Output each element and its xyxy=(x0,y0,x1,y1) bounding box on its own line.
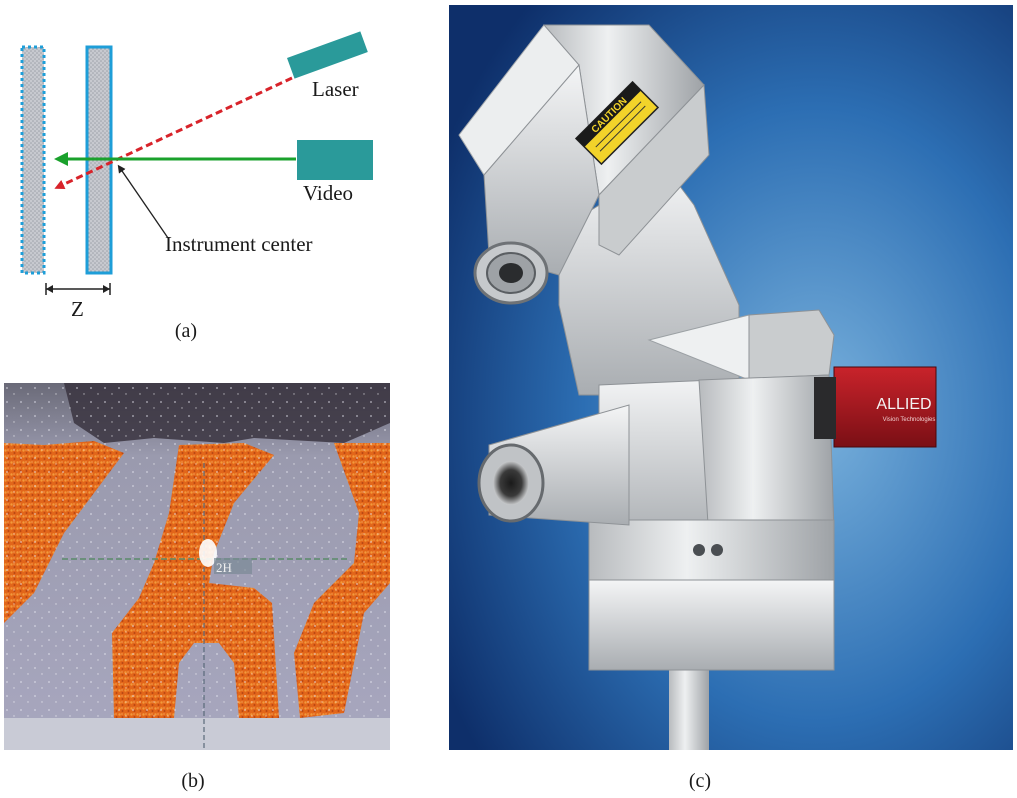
readout-text: 2H xyxy=(216,560,232,575)
caption-c: (c) xyxy=(688,770,712,792)
laser-device xyxy=(287,31,368,79)
camera-objective xyxy=(477,404,630,526)
main-body xyxy=(598,309,835,546)
base-block xyxy=(588,579,835,671)
mounting-post xyxy=(669,655,709,750)
instrument-center-leader xyxy=(117,164,169,239)
camera-brand-subtext: Vision Technologies xyxy=(883,417,936,423)
instrument-center-label: Instrument center xyxy=(165,232,313,256)
caption-a: (a) xyxy=(174,320,198,342)
camera-brand-text: ALLIED xyxy=(876,396,931,413)
readout-box xyxy=(214,558,252,574)
z-label: Z xyxy=(71,297,84,321)
panel-b-video-image: 2H xyxy=(4,383,390,750)
laser-label: Laser xyxy=(312,77,359,101)
reference-plate xyxy=(20,45,46,275)
caption-b: (b) xyxy=(181,770,205,792)
substrate-edge xyxy=(4,718,390,750)
panel-c-instrument-photo: CAUTION ALLIED Vision Technologies xyxy=(449,5,1013,750)
video-device xyxy=(297,140,373,180)
panel-a-schematic: Laser Video Instrument center Z xyxy=(20,31,373,321)
laser-beam xyxy=(54,76,293,189)
laser-spot xyxy=(199,539,217,567)
allied-camera: ALLIED Vision Technologies xyxy=(814,366,937,448)
lower-block xyxy=(588,519,835,591)
video-label: Video xyxy=(303,181,353,205)
